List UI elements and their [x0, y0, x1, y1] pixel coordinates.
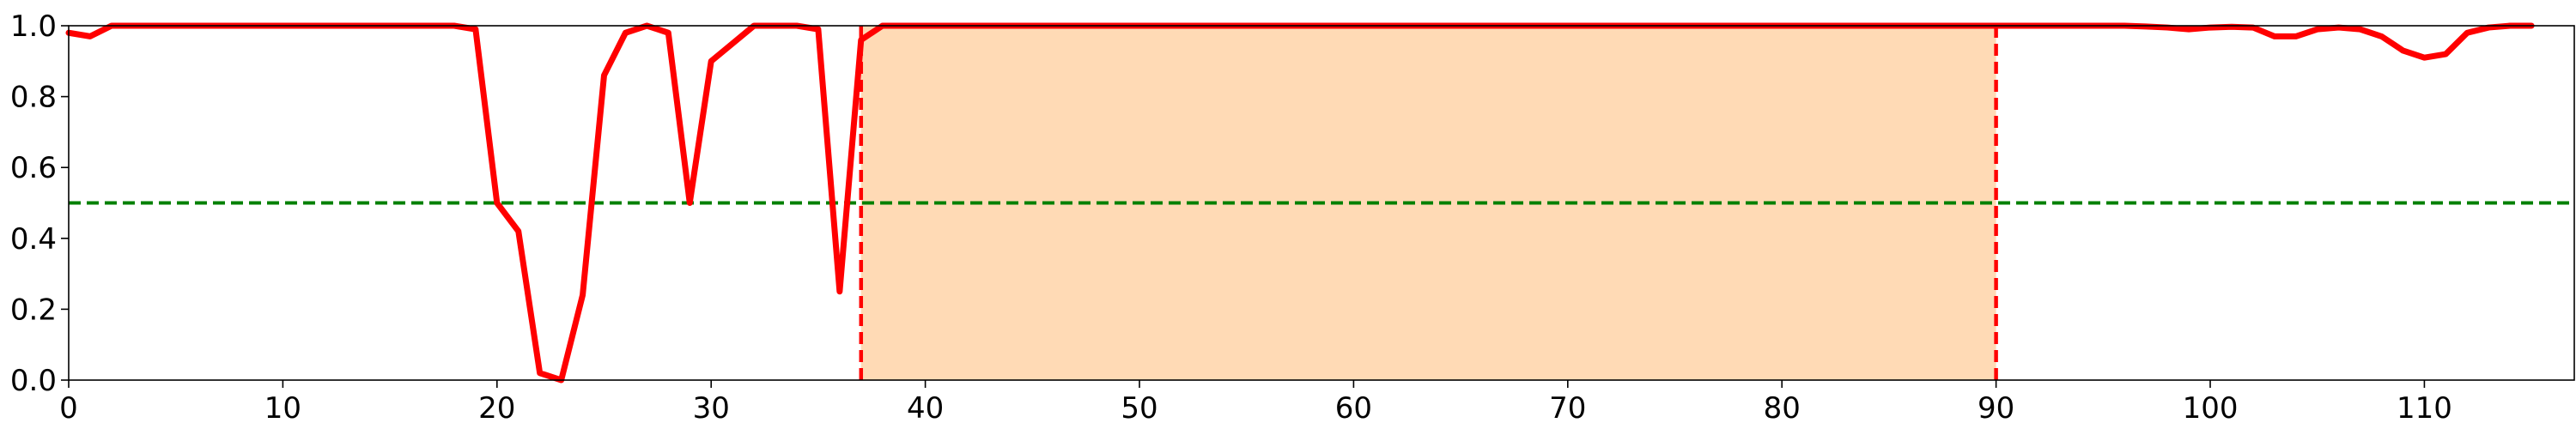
x-tick-label-90: 90: [1978, 391, 2014, 426]
y-tick-label-4: 0.8: [10, 81, 57, 115]
x-tick-label-20: 20: [478, 391, 515, 426]
x-tick-label-70: 70: [1549, 391, 1586, 426]
x-tick-label-0: 0: [59, 391, 78, 426]
y-tick-label-2: 0.4: [10, 222, 57, 257]
plot-frame: [68, 25, 2575, 381]
x-tick-label-50: 50: [1121, 391, 1157, 426]
y-tick-label-3: 0.6: [10, 151, 57, 185]
y-tick-label-0: 0.0: [10, 364, 57, 398]
x-tick-label-60: 60: [1335, 391, 1372, 426]
y-tick-label-1: 0.2: [10, 293, 57, 327]
x-tick-label-30: 30: [693, 391, 730, 426]
x-tick-label-100: 100: [2183, 391, 2239, 426]
x-tick-label-10: 10: [264, 391, 301, 426]
x-tick-label-40: 40: [907, 391, 944, 426]
x-tick-label-80: 80: [1764, 391, 1801, 426]
y-tick-label-5: 1.0: [10, 9, 57, 44]
x-tick-label-110: 110: [2397, 391, 2452, 426]
